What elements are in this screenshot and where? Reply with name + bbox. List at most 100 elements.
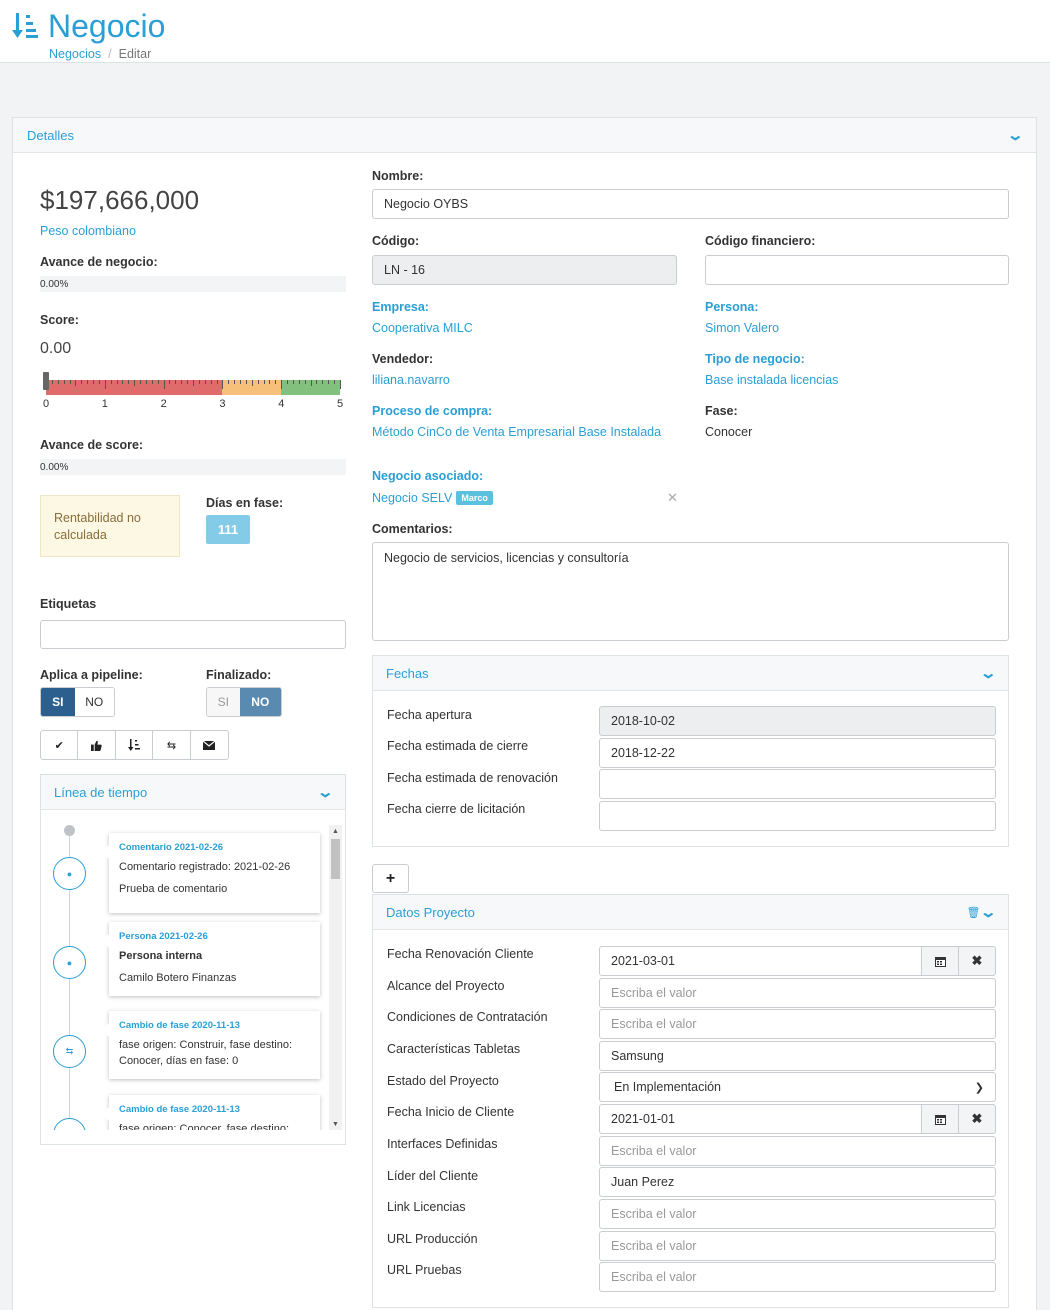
gauge-tick bbox=[316, 380, 318, 384]
alcance-input[interactable]: Escriba el valor bbox=[599, 978, 996, 1008]
fechas-panel: Fechas ⌄ Fecha apertura 2018-10-02 Fecha… bbox=[372, 655, 1009, 847]
user-icon: ● bbox=[53, 946, 86, 979]
scroll-thumb[interactable] bbox=[331, 839, 340, 879]
clear-icon[interactable]: ✖ bbox=[959, 1104, 996, 1134]
gauge-tick bbox=[187, 380, 189, 384]
score-label: Score: bbox=[40, 313, 79, 327]
timeline-panel: Línea de tiempo ⌄ ● Comentario 2021-02-2… bbox=[40, 774, 346, 1145]
gauge-tick-label: 2 bbox=[160, 398, 167, 410]
detalles-panel-header[interactable]: Detalles ⌄ bbox=[13, 118, 1036, 153]
nombre-input[interactable]: Negocio OYBS bbox=[372, 189, 1009, 219]
fecha-inicio-cliente-input[interactable]: 2021-01-01 bbox=[599, 1104, 922, 1134]
estado-proyecto-select[interactable]: En Implementación ❯ bbox=[599, 1072, 996, 1102]
fechas-header[interactable]: Fechas ⌄ bbox=[373, 656, 1008, 691]
etiquetas-input[interactable] bbox=[40, 620, 346, 649]
timeline-body[interactable]: ● Comentario 2021-02-26 Comentario regis… bbox=[41, 811, 345, 1130]
remove-icon[interactable]: ✕ bbox=[667, 490, 678, 505]
timeline-item-title: Cambio de fase 2020-11-13 bbox=[119, 1104, 240, 1115]
exchange-icon: ⇆ bbox=[53, 1118, 86, 1130]
timeline-item-title: Persona 2021-02-26 bbox=[119, 931, 208, 942]
calendar-icon[interactable] bbox=[922, 1104, 959, 1134]
fecha-cierre-input[interactable]: 2018-12-22 bbox=[599, 738, 996, 768]
gauge-tick bbox=[204, 380, 206, 384]
currency-link[interactable]: Peso colombiano bbox=[40, 224, 136, 238]
datos-proyecto-header[interactable]: Datos Proyecto 🗑 ⌄ bbox=[373, 895, 1008, 930]
gauge-tick bbox=[340, 380, 341, 389]
gauge-tick-label: 5 bbox=[337, 398, 344, 410]
trash-icon[interactable]: 🗑 bbox=[966, 906, 981, 919]
pipeline-si-button[interactable]: SI bbox=[41, 688, 75, 716]
chevron-down-icon[interactable]: ⌄ bbox=[979, 904, 998, 921]
timeline-item-title: Comentario 2021-02-26 bbox=[119, 842, 224, 853]
comentarios-textarea[interactable]: Negocio de servicios, licencias y consul… bbox=[372, 542, 1009, 641]
url-pruebas-input[interactable]: Escriba el valor bbox=[599, 1262, 996, 1292]
finalizado-si-button[interactable]: SI bbox=[207, 688, 240, 716]
timeline-item[interactable]: Cambio de fase 2020-11-13 fase origen: C… bbox=[102, 1095, 320, 1130]
timeline-item[interactable]: Persona 2021-02-26 Persona interna Camil… bbox=[102, 922, 320, 996]
scroll-down-icon[interactable]: ▼ bbox=[332, 1120, 339, 1128]
fecha-cierre-label: Fecha estimada de cierre bbox=[387, 739, 529, 753]
scroll-up-icon[interactable]: ▲ bbox=[332, 827, 339, 835]
sort-icon[interactable] bbox=[116, 731, 154, 759]
timeline-item-line1: fase origen: Construir, fase destino: Co… bbox=[119, 1039, 293, 1067]
fechas-title: Fechas bbox=[386, 665, 429, 681]
add-button[interactable]: + bbox=[372, 864, 409, 893]
breadcrumb-negocios[interactable]: Negocios bbox=[49, 47, 102, 61]
gauge-tick bbox=[140, 380, 142, 384]
finalizado-no-button[interactable]: NO bbox=[239, 688, 281, 716]
fecha-licitacion-input[interactable] bbox=[599, 801, 996, 831]
datos-proyecto-title: Datos Proyecto bbox=[386, 904, 475, 920]
timeline-item[interactable]: Comentario 2021-02-26 Comentario registr… bbox=[102, 833, 320, 913]
lider-cliente-input[interactable]: Juan Perez bbox=[599, 1167, 996, 1197]
condiciones-input[interactable]: Escriba el valor bbox=[599, 1009, 996, 1039]
timeline-scrollbar[interactable]: ▲ ▼ bbox=[329, 825, 342, 1130]
timeline-start-dot bbox=[64, 825, 75, 836]
codigo-financiero-input[interactable] bbox=[705, 255, 1009, 285]
comment-icon: ● bbox=[53, 857, 86, 890]
chevron-down-icon[interactable]: ⌄ bbox=[316, 784, 335, 801]
rentabilidad-alert: Rentabilidad no calculada bbox=[40, 495, 180, 557]
url-pruebas-label: URL Pruebas bbox=[387, 1263, 462, 1277]
timeline-header[interactable]: Línea de tiempo ⌄ bbox=[41, 775, 345, 810]
url-produccion-input[interactable]: Escriba el valor bbox=[599, 1231, 996, 1261]
persona-link[interactable]: Simon Valero bbox=[705, 321, 780, 335]
vendedor-label: Vendedor: bbox=[372, 352, 434, 366]
check-icon[interactable]: ✔ bbox=[41, 731, 79, 759]
gauge-tick bbox=[287, 380, 289, 384]
thumbs-up-icon[interactable] bbox=[78, 731, 116, 759]
empresa-link[interactable]: Cooperativa MILC bbox=[372, 321, 473, 335]
tipo-negocio-link[interactable]: Base instalada licencias bbox=[705, 373, 839, 387]
negocio-asociado-link[interactable]: Negocio SELV bbox=[372, 491, 453, 505]
envelope-icon[interactable] bbox=[191, 731, 228, 759]
gauge-tick bbox=[175, 380, 177, 384]
pipeline-toggle: SI NO bbox=[40, 687, 115, 717]
finalizado-toggle: SI NO bbox=[206, 687, 282, 717]
chevron-down-icon[interactable]: ⌄ bbox=[1006, 127, 1025, 144]
fecha-renovacion-cliente-label: Fecha Renovación Cliente bbox=[387, 947, 534, 961]
gauge-tick bbox=[51, 380, 53, 384]
link-licencias-input[interactable]: Escriba el valor bbox=[599, 1199, 996, 1229]
timeline-item-line2: Camilo Botero Finanzas bbox=[119, 972, 237, 984]
timeline-item[interactable]: Cambio de fase 2020-11-13 fase origen: C… bbox=[102, 1011, 320, 1079]
fecha-renovacion-input[interactable] bbox=[599, 769, 996, 799]
proceso-compra-link[interactable]: Método CinCo de Venta Empresarial Base I… bbox=[372, 425, 662, 439]
clear-icon[interactable]: ✖ bbox=[959, 946, 996, 976]
tabletas-input[interactable]: Samsung bbox=[599, 1041, 996, 1071]
calendar-icon[interactable] bbox=[922, 946, 959, 976]
gauge-tick bbox=[234, 380, 236, 384]
avance-score-progress: 0.00% bbox=[40, 459, 346, 475]
chevron-down-icon[interactable]: ⌄ bbox=[979, 665, 998, 682]
avance-negocio-progress: 0.00% bbox=[40, 276, 346, 292]
gauge-tick bbox=[322, 380, 324, 384]
gauge-tick bbox=[116, 380, 118, 384]
gauge-tick-label: 3 bbox=[219, 398, 226, 410]
pipeline-no-button[interactable]: NO bbox=[74, 688, 114, 716]
exchange-icon[interactable]: ⇆ bbox=[153, 731, 191, 759]
gauge-tick bbox=[151, 380, 153, 384]
fecha-inicio-cliente-label: Fecha Inicio de Cliente bbox=[387, 1105, 515, 1119]
vendedor-link[interactable]: liliana.navarro bbox=[372, 373, 450, 387]
timeline-item-line1: Persona interna bbox=[119, 950, 203, 962]
gauge-tick bbox=[75, 380, 77, 386]
fecha-renovacion-cliente-input[interactable]: 2021-03-01 bbox=[599, 946, 922, 976]
interfaces-input[interactable]: Escriba el valor bbox=[599, 1136, 996, 1166]
